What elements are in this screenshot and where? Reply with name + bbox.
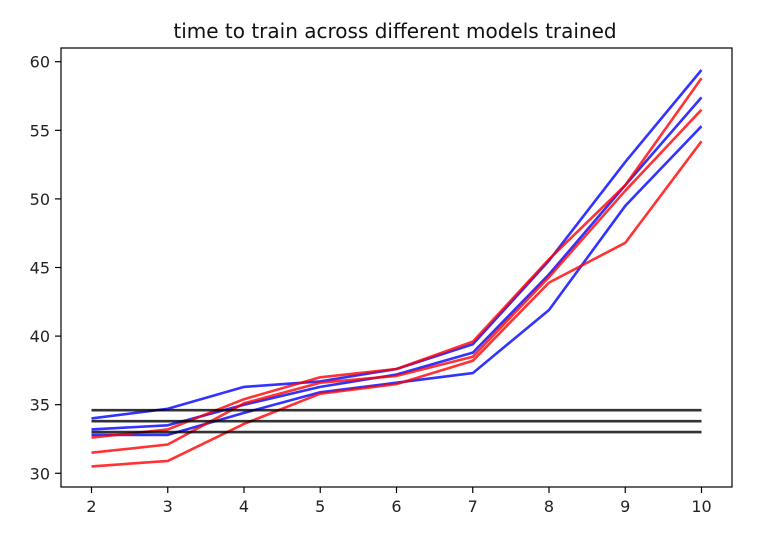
y-tick-label: 60 — [30, 53, 50, 72]
y-tick-label: 35 — [30, 396, 50, 415]
y-tick-label: 55 — [30, 121, 50, 140]
x-tick-label: 8 — [544, 497, 554, 516]
series-line-3 — [91, 125, 703, 437]
series-layer — [91, 69, 703, 468]
series-line-5 — [91, 108, 703, 454]
x-tick-label: 10 — [691, 497, 711, 516]
series-line-1 — [91, 69, 703, 420]
y-tick-label: 50 — [30, 190, 50, 209]
series-line-2 — [91, 96, 703, 431]
x-tick-label: 4 — [239, 497, 249, 516]
x-tick-label: 3 — [163, 497, 173, 516]
chart-title: time to train across different models tr… — [173, 19, 616, 43]
x-tick-label: 9 — [620, 497, 630, 516]
y-tick-label: 30 — [30, 464, 50, 483]
series-line-6 — [91, 140, 703, 468]
y-tick-label: 45 — [30, 259, 50, 278]
x-tick-label: 5 — [315, 497, 325, 516]
y-tick-label: 40 — [30, 327, 50, 346]
series-line-4 — [91, 77, 703, 439]
x-tick-label: 7 — [468, 497, 478, 516]
x-tick-label: 2 — [86, 497, 96, 516]
x-tick-label: 6 — [391, 497, 401, 516]
